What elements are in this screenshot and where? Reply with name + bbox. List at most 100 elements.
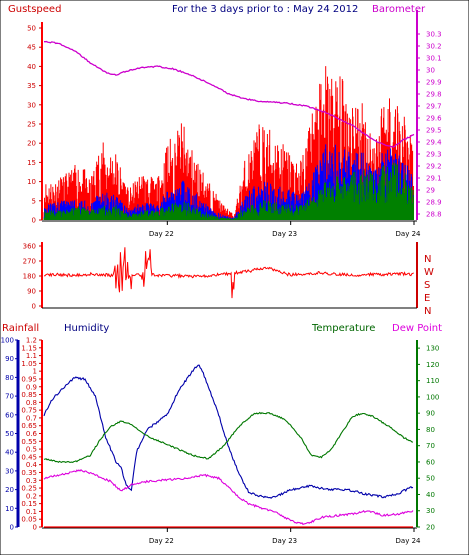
chart-title: For the 3 days prior to : May 24 2012 [172,4,358,15]
dir-tick-label: 90 [27,288,36,296]
gust-tick-label: 5 [32,197,36,205]
rain-tick-label: 0.05 [21,516,37,524]
rain-tick-label: 0.55 [21,438,37,446]
baro-tick-label: 29.5 [426,127,442,135]
rain-tick-label: 0.8 [26,399,37,407]
baro-tick-label: 30.2 [426,43,442,51]
gust-tick-label: 10 [27,178,36,186]
baro-tick-label: 29.3 [426,151,442,159]
dir-tick-label: 360 [23,243,36,251]
humidity-tick-label: 100 [1,337,14,345]
temp-tick-label: 100 [426,393,439,401]
temp-tick-label: 30 [426,507,435,515]
humidity-label: Humidity [64,323,109,334]
rain-tick-label: 1.05 [21,360,37,368]
rain-tick-label: 1.15 [21,344,37,352]
rain-tick-label: 0.95 [21,375,37,383]
dir-tick-label: 180 [23,273,36,281]
temp-tick-label: 40 [426,491,435,499]
rain-tick-label: 0.35 [21,469,37,477]
rain-tick-label: 1.2 [26,337,37,345]
baro-tick-label: 29.8 [426,91,442,99]
gust-tick-label: 35 [27,82,36,90]
humidity-tick-label: 40 [5,449,14,457]
gust-tick-label: 25 [27,121,36,129]
rain-tick-label: 0.9 [26,383,37,391]
rainfall-label: Rainfall [2,323,39,334]
rain-tick-label: 0.3 [26,477,37,485]
rain-tick-label: 1 [33,368,37,376]
rain-tick-label: 1.1 [26,352,37,360]
bottom-x-tick-label: Day 22 [149,537,174,545]
temp-tick-label: 60 [426,458,435,466]
bottom-x-tick-label: Day 23 [272,537,297,545]
baro-tick-label: 30.1 [426,55,442,63]
humidity-tick-label: 50 [5,430,14,438]
gust-tick-label: 20 [27,140,36,148]
compass-label: S [424,280,430,291]
baro-tick-label: 29 [426,187,435,195]
temp-tick-label: 90 [426,410,435,418]
rain-tick-label: 0 [33,524,37,532]
temp-tick-label: 50 [426,475,435,483]
compass-label: N [424,306,431,317]
rain-tick-label: 0.7 [26,414,37,422]
rain-tick-label: 0.2 [26,492,37,500]
rain-tick-label: 0.65 [21,422,37,430]
humidity-tick-label: 20 [5,486,14,494]
bottom-chart: Rainfall Humidity Temperature Dew Point 0 10 2… [1,323,442,545]
gust-tick-label: 50 [27,25,36,33]
series-temperature [43,411,414,464]
humidity-tick-label: 70 [5,393,14,401]
barometer-label: Barometer [372,4,426,15]
gust-tick-label: 15 [27,159,36,167]
humidity-tick-label: 80 [5,374,14,382]
baro-tick-label: 29.1 [426,175,442,183]
series-dew-point [43,469,414,526]
temperature-label: Temperature [311,323,375,334]
gust-tick-label: 45 [27,44,36,52]
top-chart: Gustspeed For the 3 days prior to : May 2… [8,4,442,238]
top-x-tick-label: Day 24 [396,230,422,238]
baro-tick-label: 29.7 [426,103,442,111]
temp-tick-label: 130 [426,345,439,353]
series-barometer [44,40,415,148]
compass-label: N [424,254,431,265]
temp-tick-label: 120 [426,361,439,369]
temp-tick-label: 80 [426,426,435,434]
rain-tick-label: 0.4 [26,461,38,469]
baro-tick-label: 29.4 [426,139,442,147]
rain-tick-label: 0.5 [26,446,37,454]
baro-tick-label: 30.3 [426,31,442,39]
rain-tick-label: 0.15 [21,500,37,508]
baro-tick-label: 28.9 [426,199,442,207]
humidity-tick-label: 60 [5,411,14,419]
series-humidity [43,364,414,499]
series-wind-direction [43,247,414,299]
top-x-tick-label: Day 22 [149,230,174,238]
rain-tick-label: 0.1 [26,508,37,516]
dir-tick-label: 0 [32,303,36,311]
rain-tick-label: 0.85 [21,391,37,399]
baro-tick-label: 29.6 [426,115,442,123]
temp-tick-label: 110 [426,377,439,385]
humidity-tick-label: 30 [5,467,14,475]
temp-tick-label: 20 [426,524,435,532]
baro-tick-label: 30 [426,67,435,75]
gustspeed-label: Gustspeed [8,4,61,15]
gust-tick-label: 40 [27,63,36,71]
temp-tick-label: 70 [426,442,435,450]
baro-tick-label: 28.8 [426,211,442,219]
dir-tick-label: 270 [23,258,36,266]
gust-tick-label: 30 [27,101,36,109]
rain-tick-label: 0.45 [21,453,37,461]
dewpoint-label: Dew Point [392,323,442,334]
humidity-tick-label: 90 [5,355,14,363]
rain-tick-label: 0.25 [21,485,37,493]
humidity-tick-label: 10 [5,505,14,513]
top-x-tick-label: Day 23 [272,230,297,238]
bottom-x-tick-label: Day 24 [396,537,422,545]
baro-tick-label: 29.2 [426,163,442,171]
series-green-wind [43,162,414,220]
